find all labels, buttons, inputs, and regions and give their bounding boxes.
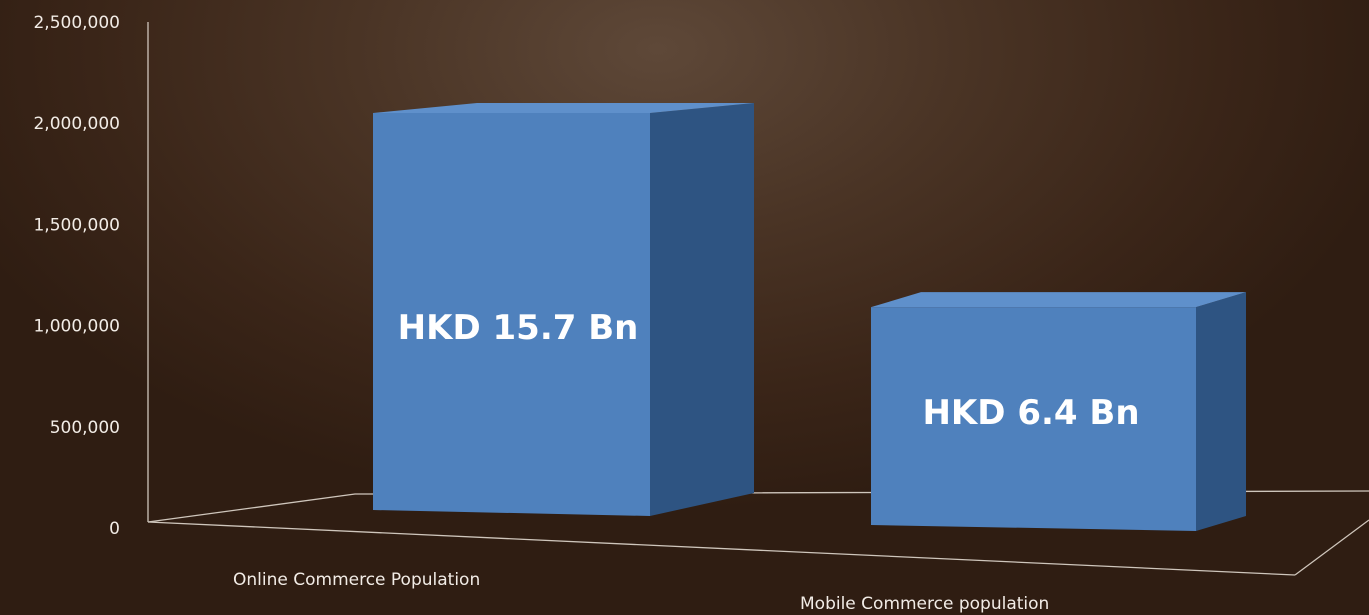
y-tick-label: 2,000,000 <box>33 114 120 134</box>
y-tick-label: 500,000 <box>50 418 120 438</box>
y-axis-ticks: 0 500,000 1,000,000 1,500,000 2,000,000 2,500… <box>33 13 120 539</box>
floor-right-edge <box>1294 519 1369 576</box>
bar-1: HKD 15.7 Bn <box>373 103 754 516</box>
y-tick-label: 1,000,000 <box>33 317 120 337</box>
bars-group: HKD 15.7 Bn HKD 6.4 Bn <box>373 103 1246 531</box>
bar-front-face <box>373 113 650 516</box>
floor-front-edge <box>147 521 1296 576</box>
y-tick-label: 0 <box>109 519 120 539</box>
bar-side-face <box>1196 292 1246 531</box>
bar-top-face <box>871 292 1246 308</box>
y-tick-label: 1,500,000 <box>33 215 120 235</box>
y-tick-label: 2,500,000 <box>33 13 120 33</box>
bar-front-face <box>871 307 1196 531</box>
category-labels: Online Commerce Population Mobile Commerc… <box>233 570 1049 614</box>
category-label: Online Commerce Population <box>233 570 480 590</box>
bar-data-label: HKD 15.7 Bn <box>398 308 639 348</box>
bar-side-face <box>650 103 754 516</box>
category-label: Mobile Commerce population <box>800 594 1049 614</box>
bar-top-face <box>373 103 754 113</box>
bar-data-label: HKD 6.4 Bn <box>922 393 1139 433</box>
bar-2: HKD 6.4 Bn <box>871 292 1246 531</box>
